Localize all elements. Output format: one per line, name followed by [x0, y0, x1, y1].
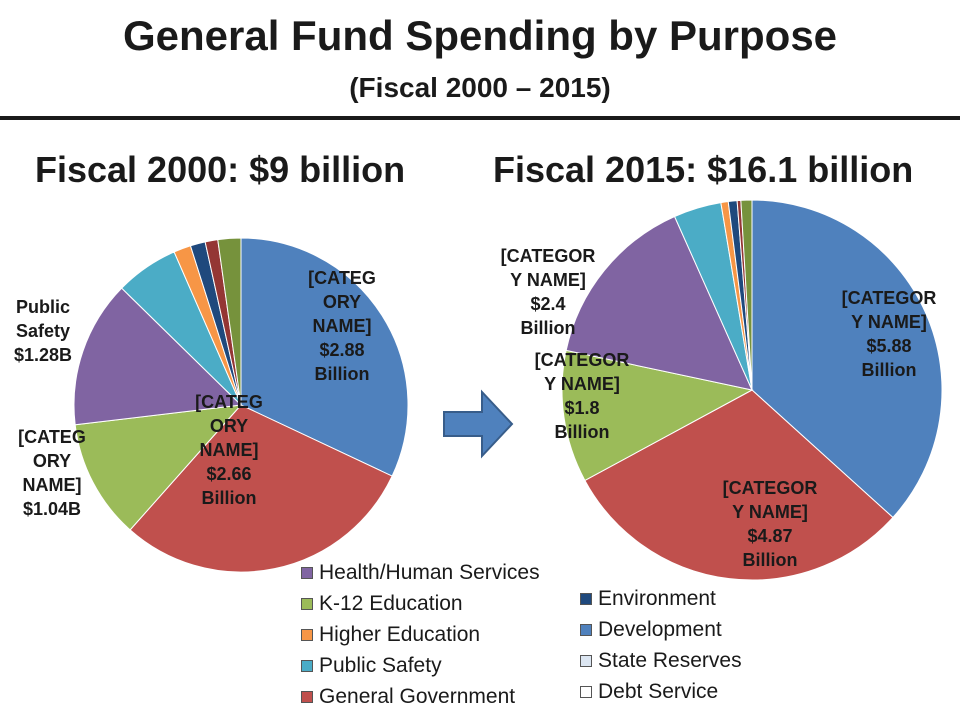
legend-swatch [580, 592, 592, 605]
slide-subtitle: (Fiscal 2000 – 2015) [349, 72, 611, 103]
legend-item-higher-education: Higher Education [301, 619, 540, 650]
pie-slice-state-reserves [740, 199, 753, 391]
legend-label: Public Safety [319, 654, 442, 677]
data-label-health-human-services: [CATEGOR Y NAME] $5.88 Billion [842, 288, 937, 380]
legend-item-general-government: General Government [301, 681, 540, 712]
legend-item-debt-service: Debt Service [580, 676, 742, 707]
slide-title: General Fund Spending by Purpose [122, 12, 838, 59]
legend-swatch [301, 597, 313, 610]
data-label-k-12-education: [CATEG ORY NAME] $1.04B [18, 427, 86, 519]
labels-2000: [CATEG ORY NAME] $2.88 Billion [CATEG ORY NAME]… [14, 268, 376, 519]
pie-slice-general-government [584, 389, 894, 581]
title-divider [0, 116, 960, 120]
chart-2000-title: Fiscal 2000: $9 billion [35, 149, 406, 190]
legend-swatch [301, 566, 313, 579]
pie-slice-health-human-services [751, 199, 943, 519]
labels-2015: [CATEGOR Y NAME] $5.88 Billion [CATEGOR Y NAM… [501, 246, 937, 570]
pie-chart-2000 [73, 237, 409, 573]
legend-swatch [580, 623, 592, 636]
legend-label: K-12 Education [319, 592, 463, 615]
legend-label: General Government [319, 685, 516, 708]
data-label-general-government: [CATEG ORY NAME] $2.66 Billion [195, 392, 263, 508]
legend-item-public-safety: Public Safety [301, 650, 540, 681]
pie-slice-health-human-services [240, 237, 409, 477]
data-label-health-human-services: [CATEG ORY NAME] $2.88 Billion [308, 268, 376, 384]
legend-label: Development [598, 618, 722, 641]
legend-swatch [580, 685, 592, 698]
legend-right: Environment Development State Reserves Debt… [580, 583, 742, 707]
data-label-public-safety: Public Safety $1.28B [14, 297, 72, 365]
pie-slice-state-reserves [217, 237, 242, 406]
legend-label: State Reserves [598, 649, 742, 672]
arrow-icon [443, 389, 514, 459]
pie-slice-k-12-education [561, 349, 754, 482]
data-label-k-12-education: [CATEGOR Y NAME] $1.8 Billion [535, 350, 630, 442]
pie-slice-k-12-education [74, 404, 243, 531]
pie-slice-public-safety [73, 287, 243, 426]
pie-slice-general-government [129, 404, 393, 573]
legend-swatch [301, 659, 313, 672]
legend-swatch [301, 690, 313, 703]
legend-label: Debt Service [598, 680, 719, 703]
legend-label: Higher Education [319, 623, 481, 646]
pie-chart-2015 [561, 199, 943, 581]
legend-item-k-12-education: K-12 Education [301, 588, 540, 619]
legend-item-health-human-services: Health/Human Services [301, 557, 540, 588]
legend-left: Health/Human Services K-12 Education Highe… [301, 557, 540, 712]
legend-item-development: Development [580, 614, 742, 645]
legend-swatch [580, 654, 592, 667]
legend-label: Health/Human Services [319, 561, 540, 584]
legend-item-environment: Environment [580, 583, 742, 614]
data-label-general-government: [CATEGOR Y NAME] $4.87 Billion [723, 478, 818, 570]
legend-swatch [301, 628, 313, 641]
legend-label: Environment [598, 587, 716, 610]
pie-slice-public-safety [565, 215, 753, 391]
chart-2015-title: Fiscal 2015: $16.1 billion [493, 149, 914, 190]
legend-item-state-reserves: State Reserves [580, 645, 742, 676]
data-label-public-safety: [CATEGOR Y NAME] $2.4 Billion [501, 246, 596, 338]
